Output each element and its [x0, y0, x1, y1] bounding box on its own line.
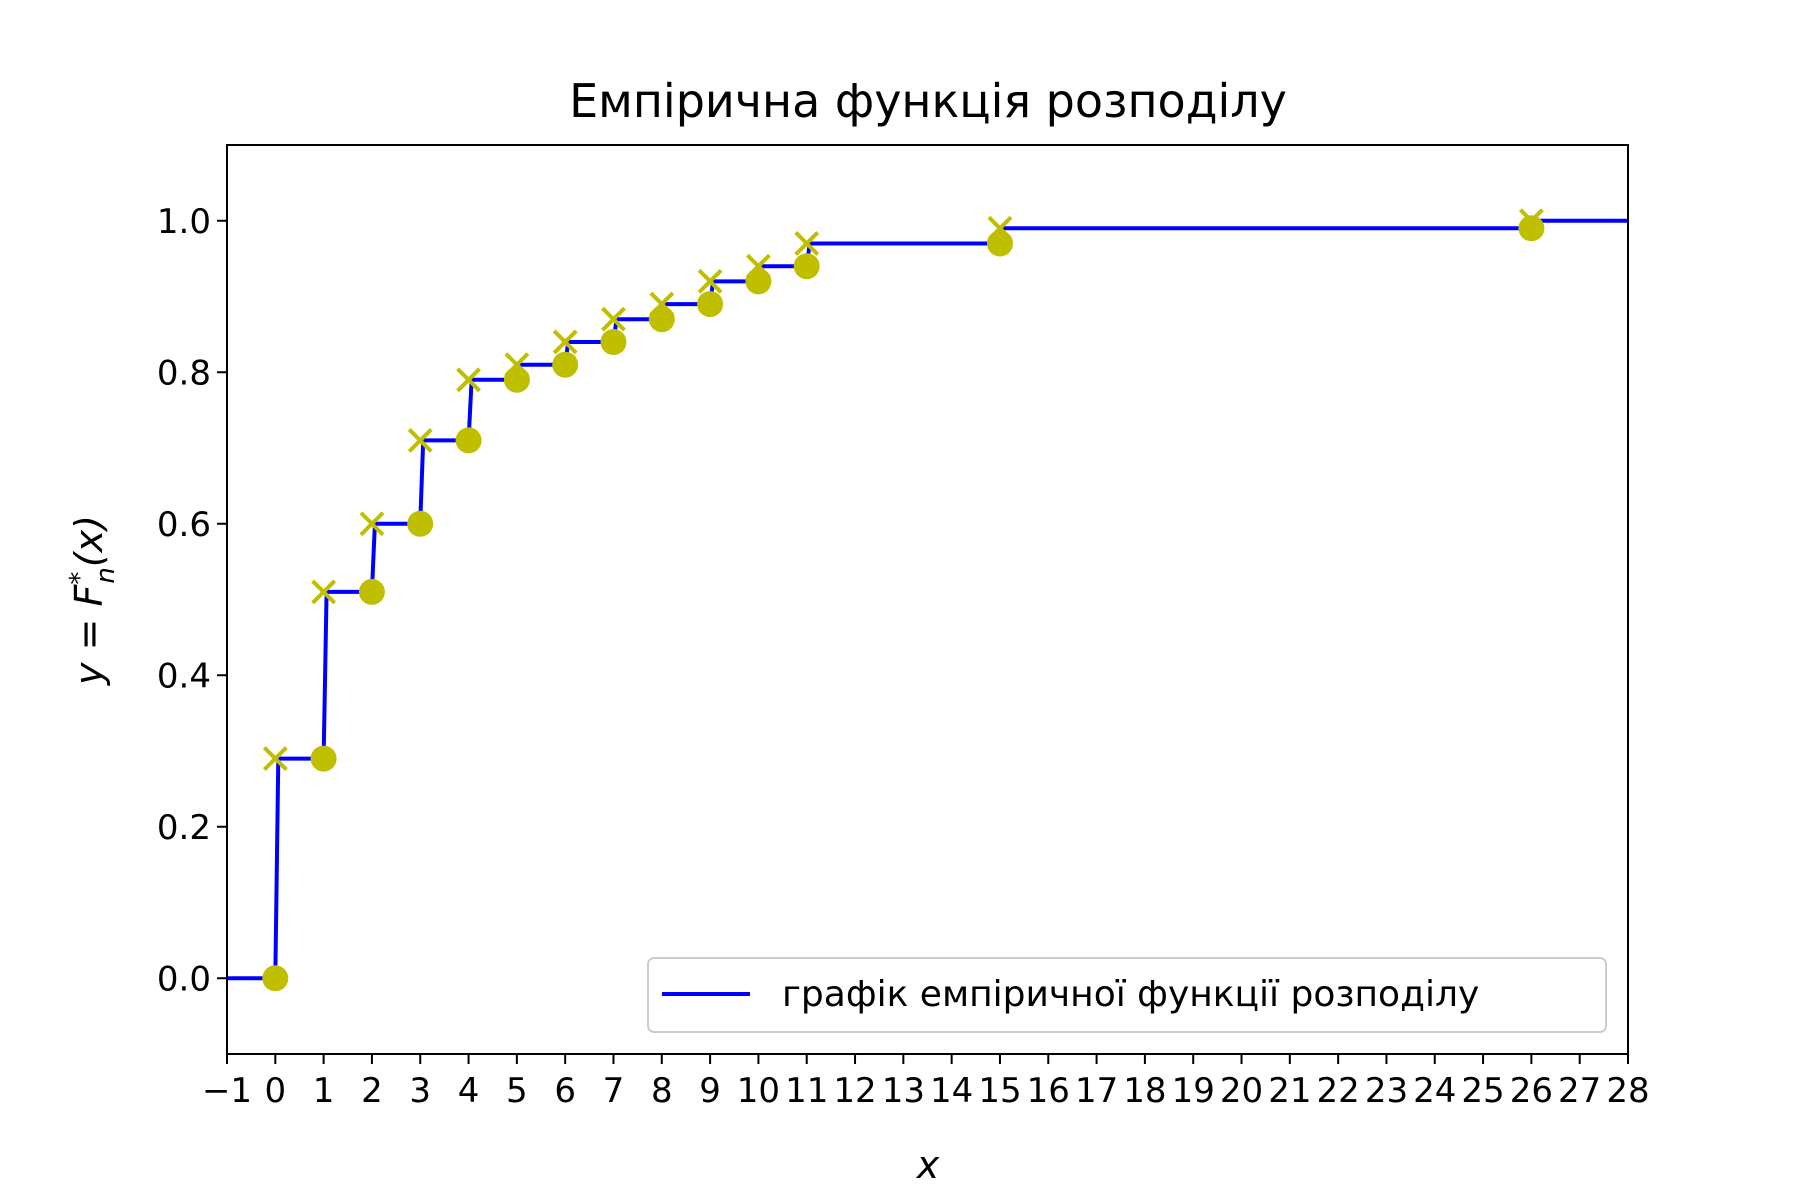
left-limit-point: [987, 230, 1013, 257]
x-tick-label: 22: [1317, 1071, 1360, 1111]
y-tick-label: 0.8: [157, 353, 211, 393]
jump-point-marker: [987, 215, 1013, 241]
jump-point-marker: [794, 231, 820, 256]
x-tick-label: 26: [1510, 1071, 1553, 1111]
left-limit-point: [697, 291, 724, 318]
legend: графік емпіричної функції розподілу: [647, 957, 1607, 1033]
y-label-star: *: [65, 572, 95, 585]
x-tick-label: 13: [882, 1071, 925, 1111]
y-label-F: F: [67, 583, 111, 606]
x-axis-label: x: [916, 1143, 940, 1187]
left-limit-point: [262, 965, 289, 992]
axes: −1 0 1 2 3 4 5 6 7 8 9 10 11 12 13 14 15 16 17 18 19 20 21 22 23…: [157, 144, 1650, 1111]
left-limit-point: [552, 351, 579, 378]
jump-point-marker: [601, 306, 626, 332]
x-tick-label: 10: [737, 1071, 780, 1111]
left-limit-point: [648, 306, 675, 333]
jump-point-marker: [407, 428, 433, 453]
y-tick-label: 1.0: [157, 202, 211, 242]
left-limit-point: [358, 578, 385, 605]
y-label-y: y: [67, 662, 111, 686]
left-limit-point: [455, 427, 482, 454]
x-tick-label: 4: [458, 1071, 480, 1111]
y-tick-label: 0.6: [157, 505, 211, 545]
y-axis-label: y = F*n(x): [65, 515, 121, 686]
left-limit-point: [1518, 215, 1545, 242]
x-tick-label: 17: [1075, 1071, 1118, 1111]
y-tick-label: 0.4: [157, 656, 211, 696]
x-tick-label: 9: [699, 1071, 721, 1111]
x-tick-label: 3: [409, 1071, 431, 1111]
legend-box: [647, 957, 1607, 1033]
jump-point-marker: [456, 367, 481, 393]
x-tick-label: 21: [1268, 1071, 1311, 1111]
x-tick-label: 5: [506, 1071, 528, 1111]
x-tick-label: 24: [1413, 1071, 1456, 1111]
x-tick-label: 7: [603, 1071, 625, 1111]
x-tick-label: 15: [978, 1071, 1021, 1111]
jump-point-marker: [311, 579, 337, 605]
x-tick-label: 12: [833, 1071, 876, 1111]
left-limit-point: [600, 329, 627, 355]
jump-point-marker: [552, 329, 578, 355]
y-label-eq: =: [67, 606, 111, 662]
x-tick-label: 2: [361, 1071, 383, 1111]
left-limit-point: [745, 268, 772, 295]
x-tick-label: 0: [264, 1071, 286, 1111]
left-limit-point: [503, 366, 530, 393]
left-limit-point: [407, 510, 434, 537]
y-label-n: n: [91, 567, 121, 583]
x-tick-label: 28: [1606, 1071, 1649, 1111]
x-tick-label: 16: [1027, 1071, 1070, 1111]
jump-point-marker: [697, 268, 723, 294]
x-tick-label: 19: [1172, 1071, 1215, 1111]
jump-point-marker: [262, 746, 288, 771]
left-limit-point: [310, 745, 337, 772]
jump-point-marker: [1518, 208, 1544, 234]
jump-point-marker: [504, 352, 530, 378]
y-label-args: (x): [67, 515, 111, 567]
x-tick-label: 23: [1365, 1071, 1408, 1111]
x-tick-label: 20: [1220, 1071, 1263, 1111]
y-tick-label: 0.2: [157, 808, 211, 848]
plot-area: [227, 208, 1628, 992]
x-tick-label: 6: [554, 1071, 576, 1111]
x-tick-label: 25: [1461, 1071, 1504, 1111]
x-tick-label: 27: [1558, 1071, 1601, 1111]
jump-point-marker: [649, 291, 675, 317]
x-tick-label: 11: [785, 1071, 828, 1111]
x-tick-label: 14: [930, 1071, 973, 1111]
x-tick-label: 18: [1123, 1071, 1166, 1111]
axes-frame: [226, 144, 1629, 1055]
x-tick-label: 8: [651, 1071, 673, 1111]
jump-point-marker: [359, 511, 385, 537]
jump-point-marker: [745, 253, 771, 279]
y-tick-label: 0.0: [157, 959, 211, 999]
left-limit-point: [793, 253, 820, 280]
x-tick-label: 1: [313, 1071, 335, 1111]
chart-title: Емпірична функція розподілу: [569, 74, 1287, 128]
x-tick-label: −1: [202, 1071, 252, 1111]
legend-label: графік емпіричної функції розподілу: [782, 974, 1479, 1015]
